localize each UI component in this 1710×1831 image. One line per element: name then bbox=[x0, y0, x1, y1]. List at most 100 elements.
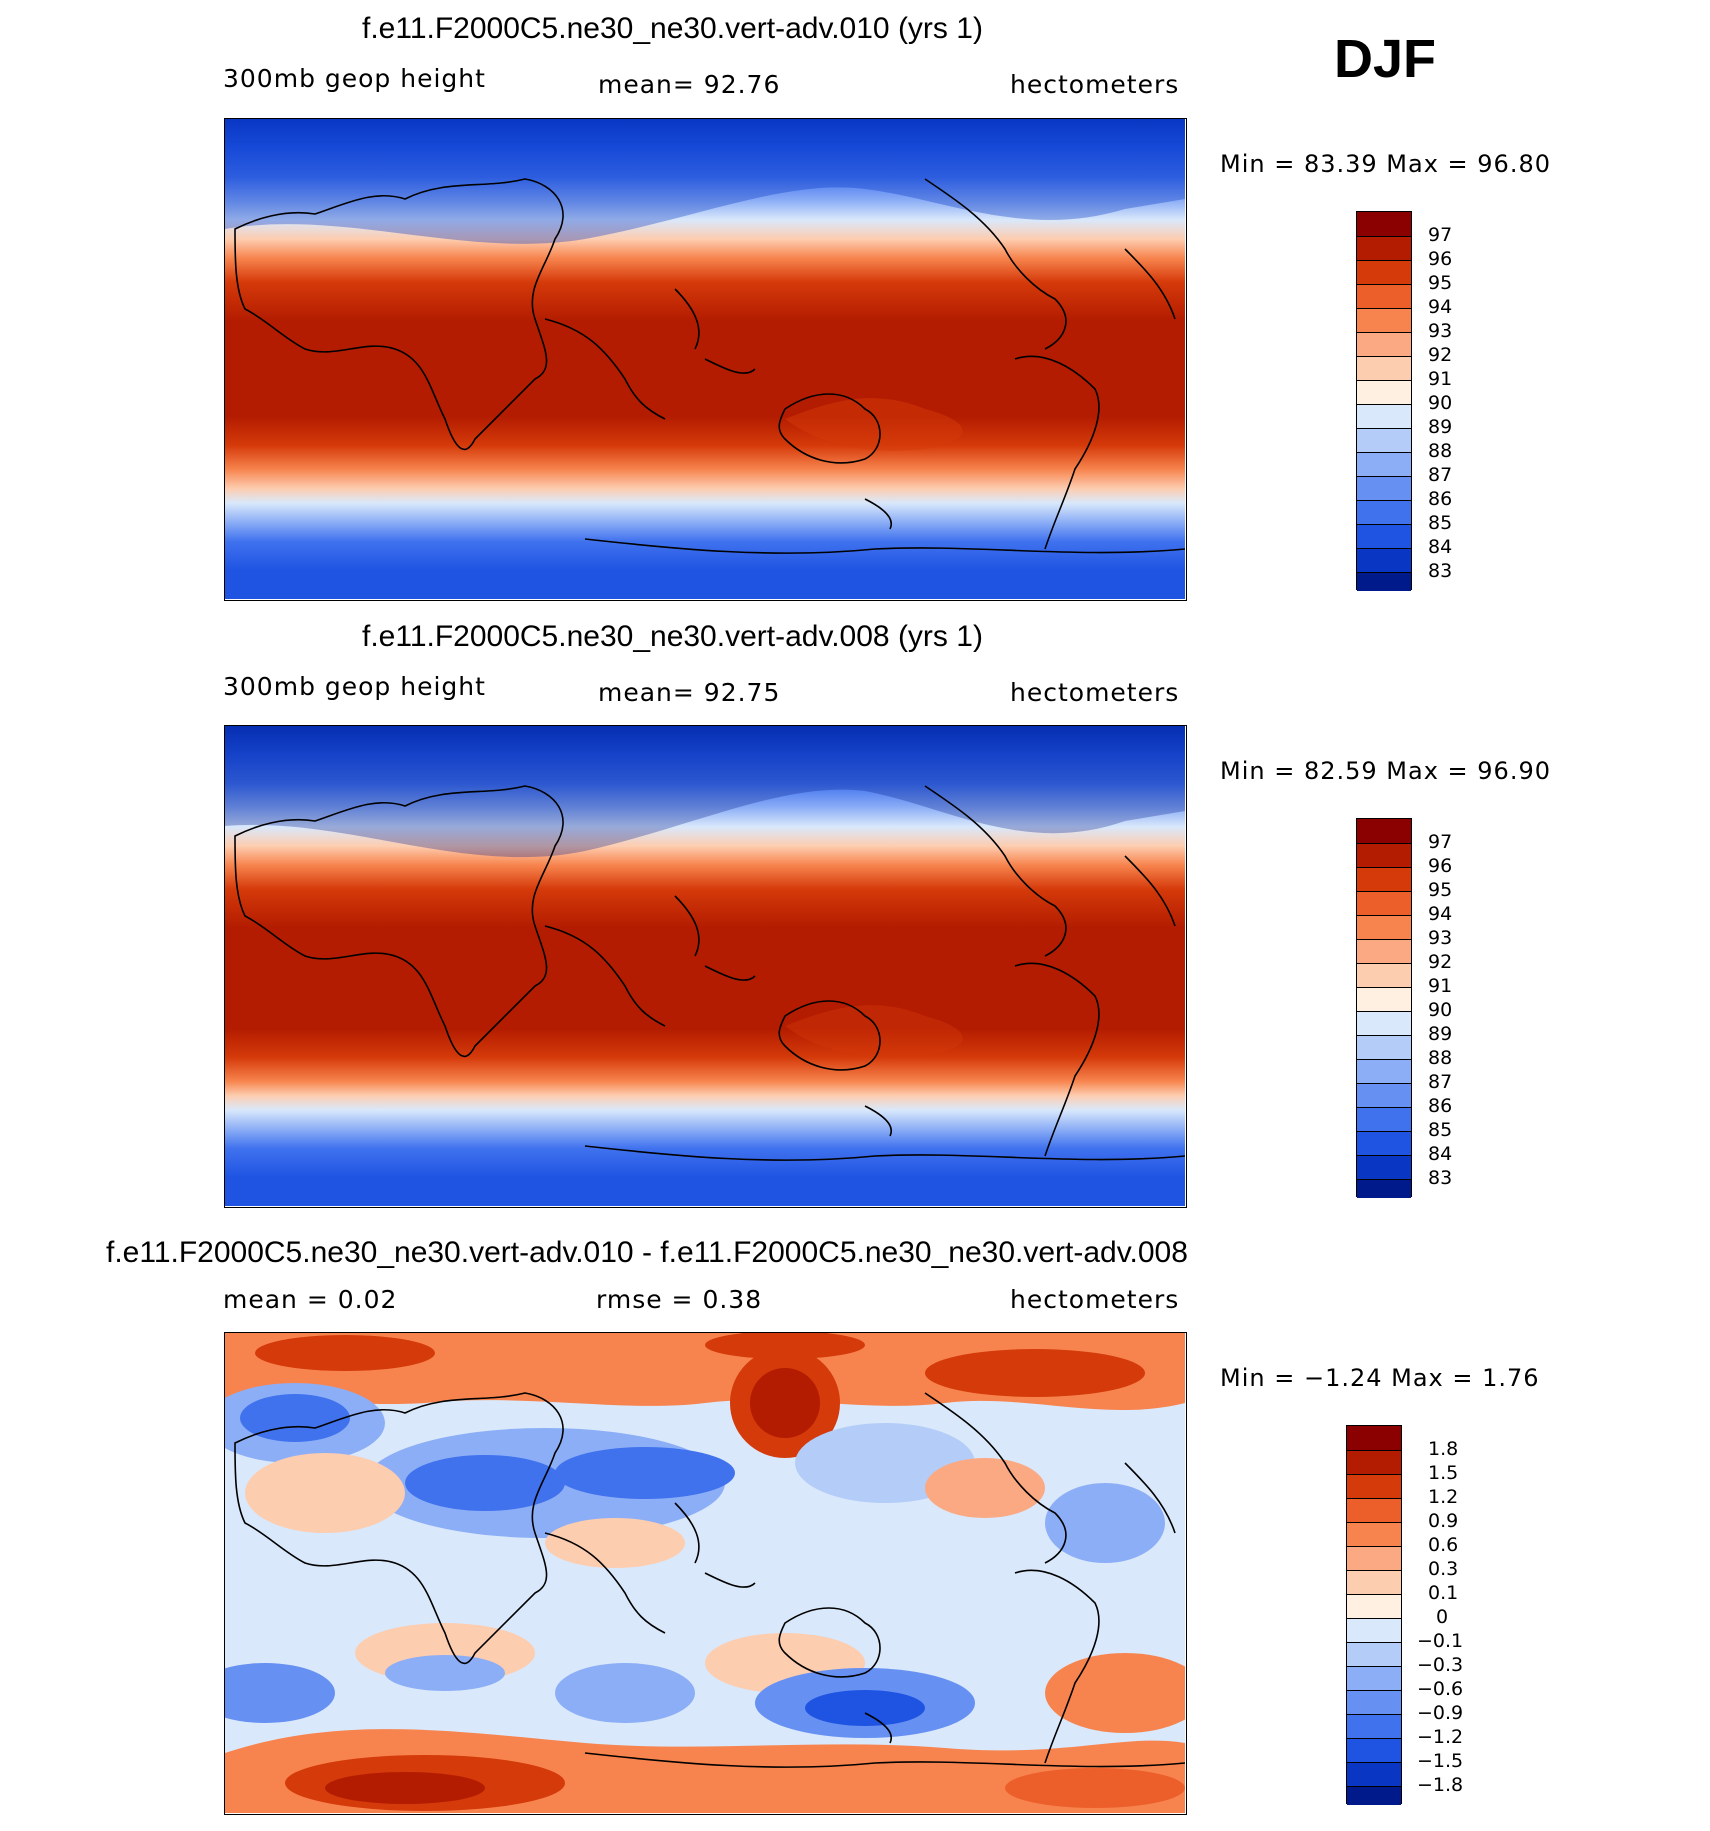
panel-2-colorbar-label: 83 bbox=[1428, 1167, 1453, 1189]
panel-2-colorbar-bin bbox=[1357, 1035, 1411, 1059]
panel-3-colorbar-bin bbox=[1347, 1762, 1401, 1786]
panel-3-colorbar-label: 1.8 bbox=[1428, 1438, 1459, 1460]
panel-1-title: f.e11.F2000C5.ne30_ne30.vert-adv.010 (yr… bbox=[362, 12, 983, 45]
panel-3-colorbar-bin bbox=[1347, 1498, 1401, 1522]
panel-2-colorbar-bin bbox=[1357, 963, 1411, 987]
panel-3-colorbar-bin bbox=[1347, 1666, 1401, 1690]
panel-1-colorbar-bin bbox=[1357, 236, 1411, 260]
panel-2-colorbar-label: 84 bbox=[1428, 1143, 1453, 1165]
panel-3-colorbar-label: 0 bbox=[1436, 1606, 1449, 1628]
panel-3-colorbar-bin bbox=[1347, 1786, 1401, 1805]
panel-3-mean: mean = 0.02 bbox=[223, 1285, 398, 1314]
panel-1-colorbar-bin bbox=[1357, 284, 1411, 308]
panel-3-colorbar-label: 0.3 bbox=[1428, 1558, 1459, 1580]
panel-2-colorbar-label: 85 bbox=[1428, 1119, 1453, 1141]
panel-3-colorbar-bin bbox=[1347, 1546, 1401, 1570]
panel-1-colorbar-bin bbox=[1357, 428, 1411, 452]
panel-2-colorbar-bin bbox=[1357, 1107, 1411, 1131]
panel-1-colorbar-label: 86 bbox=[1428, 488, 1453, 510]
panel-2-colorbar-bin bbox=[1357, 867, 1411, 891]
panel-3-colorbar-bin bbox=[1347, 1474, 1401, 1498]
panel-2-colorbar-label: 87 bbox=[1428, 1071, 1453, 1093]
panel-2-north-lobe bbox=[225, 726, 1185, 858]
panel-1-north-lobe bbox=[225, 119, 1185, 244]
panel-2-colorbar-bin bbox=[1357, 1059, 1411, 1083]
panel-2-mean: mean= 92.75 bbox=[598, 678, 781, 707]
panel-2-colorbar-bin bbox=[1357, 1131, 1411, 1155]
panel-2-units: hectometers bbox=[1010, 678, 1180, 707]
panel-1-colorbar-bin bbox=[1357, 308, 1411, 332]
panel-2-map bbox=[224, 725, 1187, 1208]
panel-3-anomalies bbox=[225, 1333, 1185, 1813]
panel-1-colorbar bbox=[1356, 211, 1412, 591]
panel-1-variable: 300mb geop height bbox=[223, 64, 486, 93]
panel-3-colorbar-label: −1.8 bbox=[1417, 1774, 1464, 1796]
panel-3-colorbar-label: −0.1 bbox=[1417, 1630, 1464, 1652]
panel-1-colorbar-bin bbox=[1357, 548, 1411, 572]
panel-3-colorbar-bin bbox=[1347, 1450, 1401, 1474]
panel-3-colorbar-label: 0.9 bbox=[1428, 1510, 1459, 1532]
panel-2-minmax: Min = 82.59 Max = 96.90 bbox=[1220, 757, 1551, 785]
panel-3-colorbar-label: 1.5 bbox=[1428, 1462, 1459, 1484]
panel-1-colorbar-bin bbox=[1357, 380, 1411, 404]
panel-1-colorbar-label: 91 bbox=[1428, 368, 1453, 390]
panel-2-colorbar-label: 90 bbox=[1428, 999, 1453, 1021]
panel-2-colorbar bbox=[1356, 818, 1412, 1198]
panel-1-colorbar-label: 95 bbox=[1428, 272, 1453, 294]
panel-3-title: f.e11.F2000C5.ne30_ne30.vert-adv.010 - f… bbox=[106, 1236, 1188, 1269]
panel-1-south-pacific-lobe bbox=[785, 398, 963, 451]
panel-3-colorbar-bin bbox=[1347, 1594, 1401, 1618]
panel-2-colorbar-label: 89 bbox=[1428, 1023, 1453, 1045]
panel-2-south-pacific-lobe bbox=[785, 1005, 963, 1058]
panel-1-map-svg bbox=[225, 119, 1185, 599]
panel-3-colorbar-label: 0.1 bbox=[1428, 1582, 1459, 1604]
panel-2-colorbar-bin bbox=[1357, 939, 1411, 963]
panel-1-colorbar-label: 96 bbox=[1428, 248, 1453, 270]
panel-2-coastlines bbox=[234, 785, 1185, 1161]
panel-1-colorbar-label: 84 bbox=[1428, 536, 1453, 558]
panel-2-colorbar-label: 86 bbox=[1428, 1095, 1453, 1117]
panel-3-colorbar-bin bbox=[1347, 1642, 1401, 1666]
panel-2-map-svg bbox=[225, 726, 1185, 1206]
panel-2-title: f.e11.F2000C5.ne30_ne30.vert-adv.008 (yr… bbox=[362, 620, 983, 653]
panel-1-colorbar-label: 97 bbox=[1428, 224, 1453, 246]
panel-1-colorbar-bin bbox=[1357, 452, 1411, 476]
panel-1-colorbar-label: 87 bbox=[1428, 464, 1453, 486]
panel-2-colorbar-bin bbox=[1357, 819, 1411, 843]
panel-1-colorbar-bin bbox=[1357, 260, 1411, 284]
panel-1-colorbar-label: 83 bbox=[1428, 560, 1453, 582]
panel-2-colorbar-bin bbox=[1357, 891, 1411, 915]
panel-1-colorbar-bin bbox=[1357, 476, 1411, 500]
season-label: DJF bbox=[1334, 29, 1437, 89]
panel-1-colorbar-bin bbox=[1357, 404, 1411, 428]
panel-2-variable: 300mb geop height bbox=[223, 672, 486, 701]
panel-3-coastlines bbox=[234, 1392, 1185, 1768]
panel-3-colorbar-bin bbox=[1347, 1426, 1401, 1450]
panel-1-mean: mean= 92.76 bbox=[598, 70, 781, 99]
panel-1-colorbar-label: 89 bbox=[1428, 416, 1453, 438]
panel-1-colorbar-label: 85 bbox=[1428, 512, 1453, 534]
panel-3-colorbar-label: −1.5 bbox=[1417, 1750, 1464, 1772]
panel-2-colorbar-bin bbox=[1357, 987, 1411, 1011]
panel-1-colorbar-bin bbox=[1357, 572, 1411, 591]
panel-3-map bbox=[224, 1332, 1187, 1815]
panel-2-colorbar-label: 88 bbox=[1428, 1047, 1453, 1069]
panel-2-colorbar-bin bbox=[1357, 915, 1411, 939]
panel-2-colorbar-label: 96 bbox=[1428, 855, 1453, 877]
panel-1-colorbar-bin bbox=[1357, 500, 1411, 524]
panel-3-units: hectometers bbox=[1010, 1285, 1180, 1314]
panel-2-colorbar-bin bbox=[1357, 1155, 1411, 1179]
panel-3-colorbar-label: −0.6 bbox=[1417, 1678, 1464, 1700]
panel-1-colorbar-label: 93 bbox=[1428, 320, 1453, 342]
panel-3-colorbar-label: −1.2 bbox=[1417, 1726, 1464, 1748]
panel-2-colorbar-label: 91 bbox=[1428, 975, 1453, 997]
panel-1-colorbar-label: 88 bbox=[1428, 440, 1453, 462]
panel-1-colorbar-bin bbox=[1357, 524, 1411, 548]
panel-3-colorbar-bin bbox=[1347, 1690, 1401, 1714]
panel-1-units: hectometers bbox=[1010, 70, 1180, 99]
panel-3-colorbar-bin bbox=[1347, 1714, 1401, 1738]
panel-3-colorbar-label: −0.9 bbox=[1417, 1702, 1464, 1724]
panel-1-colorbar-bin bbox=[1357, 212, 1411, 236]
panel-1-colorbar-bin bbox=[1357, 356, 1411, 380]
panel-3-colorbar-bin bbox=[1347, 1570, 1401, 1594]
